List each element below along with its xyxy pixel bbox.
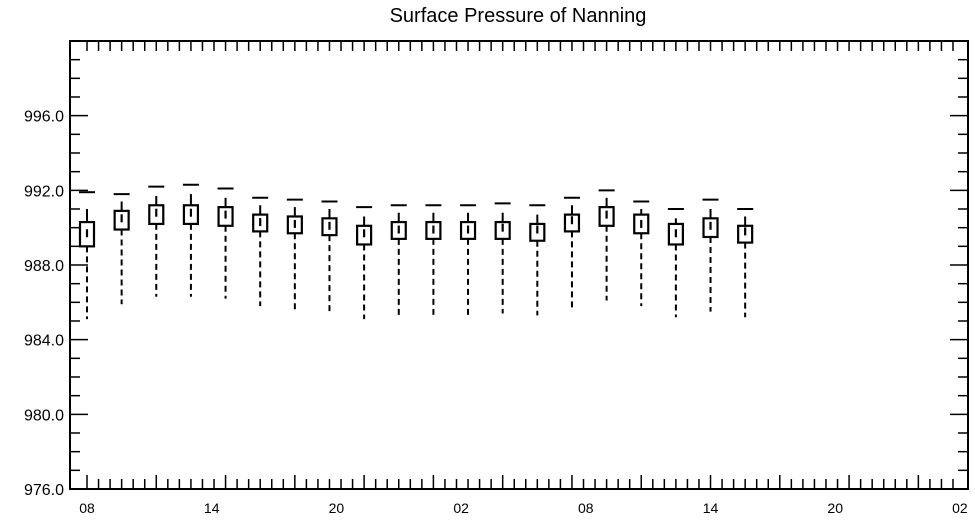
box (425, 204, 442, 316)
box-series (78, 183, 754, 320)
box (737, 208, 754, 318)
box (286, 198, 303, 310)
box (598, 189, 615, 301)
box (529, 204, 546, 316)
box (494, 202, 511, 314)
box (78, 191, 96, 320)
x-tick-label: 14 (204, 500, 220, 516)
x-tick-label: 02 (453, 500, 469, 516)
y-tick-label: 988.0 (24, 258, 64, 275)
plot-frame (69, 40, 969, 490)
box (148, 185, 165, 297)
x-tick-label: 08 (79, 500, 95, 516)
box (633, 200, 650, 307)
chart-title: Surface Pressure of Nanning (390, 5, 647, 27)
x-tick-label: 20 (827, 500, 843, 516)
y-tick-label: 980.0 (24, 407, 64, 424)
box (217, 187, 234, 299)
y-tick-label: 992.0 (24, 183, 64, 200)
box (667, 208, 684, 318)
box (356, 206, 373, 320)
y-tick-label: 996.0 (24, 109, 64, 126)
box (390, 204, 407, 316)
tick-labels: 976.0 980.0 984.0 988.0 992.0 996.0 08 14 20 02 08… (24, 109, 968, 516)
x-tick-label: 14 (703, 500, 719, 516)
x-tick-label: 02 (952, 500, 968, 516)
box (563, 196, 581, 310)
y-tick-label: 984.0 (24, 333, 64, 350)
box (459, 204, 477, 316)
box (252, 196, 269, 307)
x-tick-label: 08 (578, 500, 594, 516)
x-tick-label: 20 (329, 500, 345, 516)
axis-ticks (70, 40, 968, 490)
box (182, 183, 200, 297)
box (113, 193, 130, 305)
box (702, 198, 719, 312)
box (321, 200, 338, 312)
y-tick-label: 976.0 (24, 482, 64, 499)
